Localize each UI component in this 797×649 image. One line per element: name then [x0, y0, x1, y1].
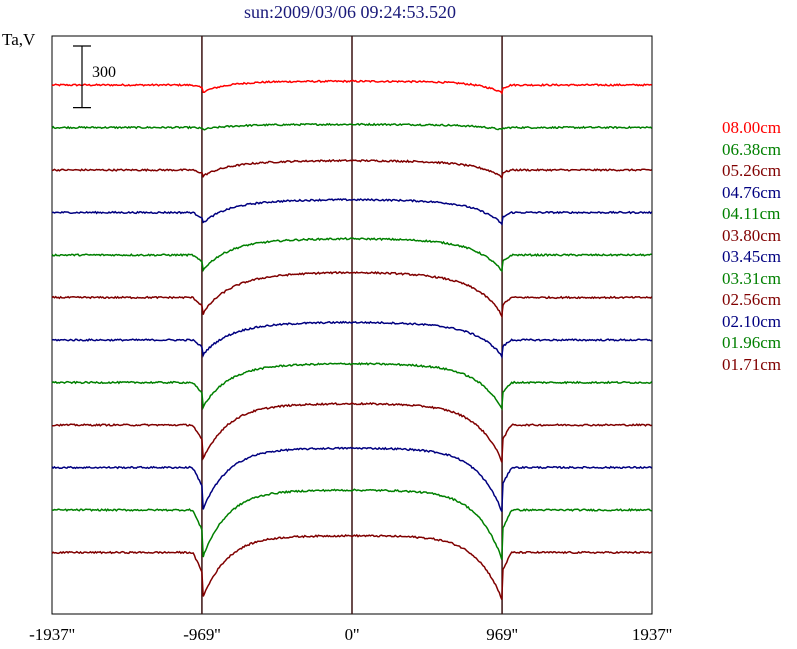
y-axis-label: Ta,V	[2, 30, 36, 49]
legend-item-02.10cm: 02.10cm	[722, 311, 782, 331]
series-line-01.96cm	[51, 488, 652, 560]
legend-item-02.56cm: 02.56cm	[722, 290, 782, 309]
x-tick-label: -969''	[183, 625, 221, 644]
legend-item-03.45cm: 03.45cm	[722, 247, 782, 266]
series-line-08.00cm	[51, 79, 652, 95]
legend-item-01.71cm: 01.71cm	[722, 354, 782, 374]
series-line-03.31cm	[51, 362, 653, 411]
series-line-06.38cm	[51, 122, 653, 131]
series-line-02.10cm	[51, 446, 653, 512]
x-tick-label: -1937''	[29, 625, 75, 644]
series-line-03.80cm	[51, 271, 653, 319]
chart-title: sun:2009/03/06 09:24:53.520	[243, 2, 456, 22]
legend-item-08.00cm: 08.00cm	[722, 118, 782, 137]
x-tick-label: 1937''	[631, 625, 673, 644]
legend-item-03.80cm: 03.80cm	[722, 225, 782, 245]
x-tick-label: 969''	[486, 625, 518, 644]
legend-item-03.31cm: 03.31cm	[722, 268, 782, 288]
legend-item-05.26cm: 05.26cm	[722, 161, 782, 180]
scale-bar-label: 300	[92, 64, 116, 81]
series-line-01.71cm	[51, 533, 653, 600]
series-line-04.76cm	[51, 198, 653, 226]
legend-item-06.38cm: 06.38cm	[722, 139, 782, 159]
series-line-03.45cm	[51, 320, 652, 360]
series-line-04.11cm	[51, 237, 652, 273]
series-line-05.26cm	[51, 158, 652, 180]
legend-item-01.96cm: 01.96cm	[722, 333, 782, 352]
series-line-02.56cm	[51, 401, 652, 463]
scale-bar	[73, 45, 91, 109]
x-tick-label: 0''	[344, 625, 360, 644]
legend-item-04.11cm: 04.11cm	[722, 204, 781, 223]
legend-item-04.76cm: 04.76cm	[722, 182, 782, 202]
